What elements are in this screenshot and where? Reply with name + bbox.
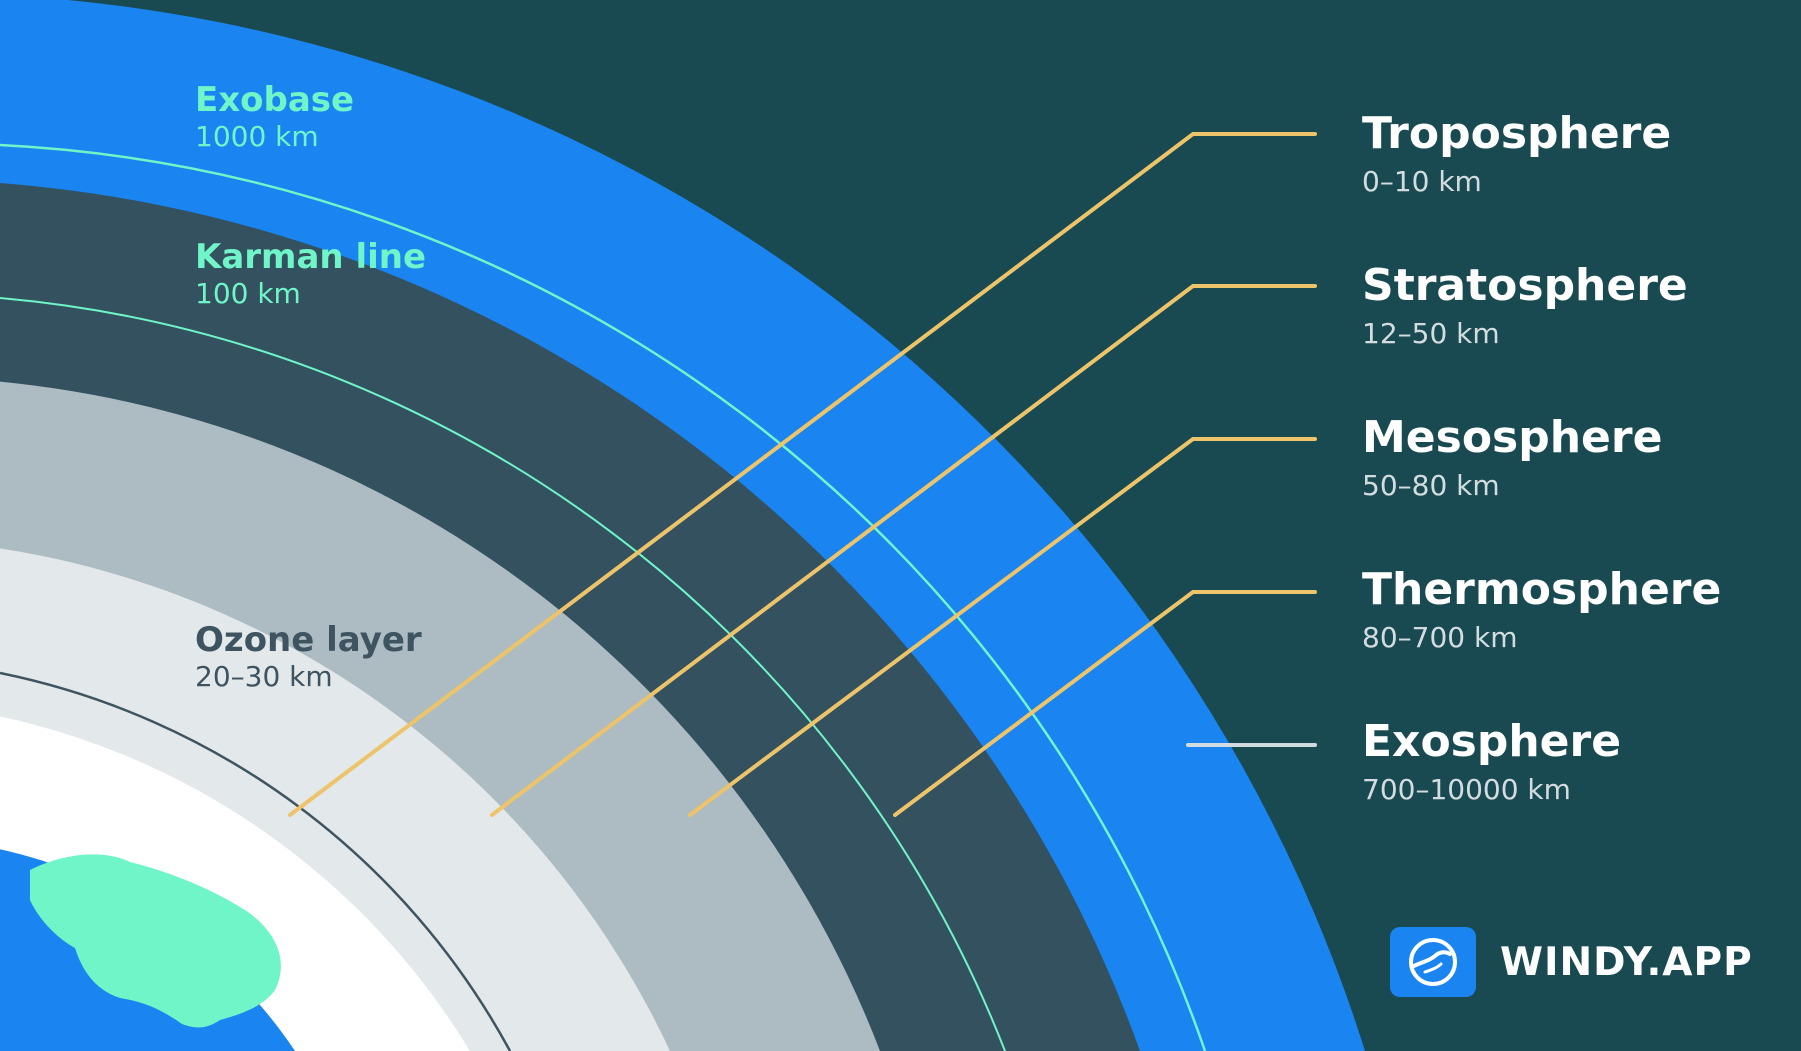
mesosphere-label: Mesosphere 50–80 km [1362,416,1662,500]
thermosphere-leader-line [893,590,1317,817]
mesosphere-altitude: 50–80 km [1362,469,1500,502]
ozone-layer-label: Ozone layer 20–30 km [195,623,422,691]
exosphere-name: Exosphere [1362,716,1622,767]
mesosphere-name: Mesosphere [1362,412,1663,463]
karman-line-altitude: 100 km [195,277,301,310]
exobase-name: Exobase [195,80,355,120]
exobase-label: Exobase 1000 km [195,83,354,151]
troposphere-leader-line [288,132,1317,817]
troposphere-altitude: 0–10 km [1362,165,1482,198]
stratosphere-leader-line [490,284,1317,817]
troposphere-label: Troposphere 0–10 km [1362,112,1671,196]
thermosphere-name: Thermosphere [1362,564,1722,615]
stratosphere-label: Stratosphere 12–50 km [1362,264,1688,348]
stratosphere-name: Stratosphere [1362,260,1688,311]
karman-line [0,297,1006,1051]
windy-app-logo-icon [1390,927,1476,997]
windy-app-brand[interactable]: WINDY.APP [1390,927,1753,997]
karman-line-label: Karman line 100 km [195,240,426,308]
exobase-line [0,143,1207,1051]
karman-line-name: Karman line [195,237,427,277]
ozone-layer-name: Ozone layer [195,620,422,660]
thermosphere-label: Thermosphere 80–700 km [1362,568,1721,652]
stratosphere-altitude: 12–50 km [1362,317,1500,350]
exosphere-altitude: 700–10000 km [1362,773,1571,806]
ozone-layer-altitude: 20–30 km [195,660,333,693]
exosphere-label: Exosphere 700–10000 km [1362,720,1621,804]
earth-land [30,854,281,1028]
thermosphere-altitude: 80–700 km [1362,621,1518,654]
troposphere-name: Troposphere [1362,108,1672,159]
ozone-layer-line [0,671,512,1051]
mesosphere-leader-line [688,437,1317,817]
exobase-altitude: 1000 km [195,120,319,153]
windy-app-brand-name: WINDY.APP [1500,939,1753,985]
windy-app-logo-glyph [1409,938,1457,986]
